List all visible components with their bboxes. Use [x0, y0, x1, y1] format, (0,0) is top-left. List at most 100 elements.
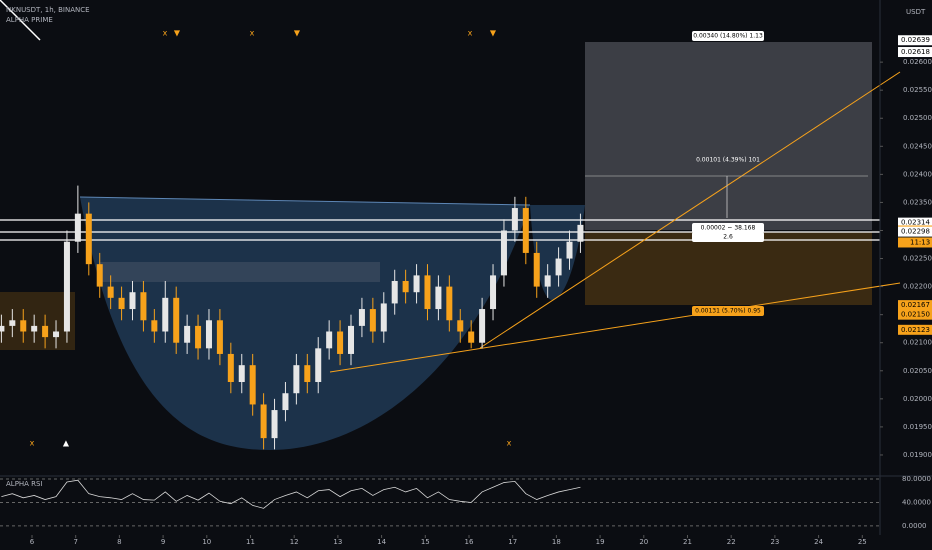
- candle-body: [490, 275, 497, 310]
- candle-body: [249, 365, 256, 405]
- candle-body: [369, 309, 376, 332]
- candle-body: [358, 309, 365, 326]
- price-tag: [898, 309, 932, 320]
- trend-line: [479, 71, 901, 349]
- price-tag-label: 0.02167: [901, 301, 930, 309]
- candle-body: [380, 303, 387, 332]
- price-tag: [898, 35, 932, 46]
- candle-body: [479, 309, 486, 343]
- candle-body: [293, 365, 300, 394]
- annotation-box: [692, 223, 764, 233]
- stop-zone: [585, 232, 872, 305]
- countdown-box: [898, 237, 932, 248]
- candle-body: [118, 297, 125, 310]
- y-tick-label: 0.02250: [903, 255, 932, 263]
- x-tick-label: 14: [377, 538, 386, 546]
- x-tick-label: 22: [727, 538, 736, 546]
- y-tick-label: 0.01950: [903, 423, 932, 431]
- candle-body: [500, 230, 507, 276]
- candle-body: [271, 410, 278, 439]
- candle-body: [0, 325, 5, 332]
- candle-body: [74, 213, 81, 242]
- countdown: 11:13: [910, 238, 930, 246]
- candle-body: [96, 264, 103, 287]
- candle-body: [173, 297, 180, 343]
- candle-body: [413, 275, 420, 293]
- x-tick-label: 6: [30, 538, 35, 546]
- annotation: 0.00131 (5.70%) 0.95: [695, 308, 761, 315]
- candle-body: [446, 286, 453, 321]
- price-tag: [898, 226, 932, 237]
- candle-body: [162, 297, 169, 332]
- price-tag-label: 0.02314: [901, 219, 930, 227]
- annotation: 0.00002 ~ 38.168: [701, 225, 756, 232]
- rsi-tick-label: 0.0000: [902, 522, 927, 530]
- signal-marker: x: [163, 29, 168, 38]
- signal-marker: x: [468, 29, 473, 38]
- cup-rim: [79, 196, 531, 206]
- target-zone: [585, 42, 872, 230]
- x-tick-label: 16: [465, 538, 474, 546]
- y-tick-label: 0.02350: [903, 198, 932, 206]
- price-tag: [898, 217, 932, 228]
- x-tick-label: 17: [508, 538, 517, 546]
- candle-body: [184, 325, 191, 343]
- annotation: 2.6: [723, 234, 733, 241]
- candle-body: [140, 292, 147, 321]
- cup-pattern: [80, 197, 530, 450]
- signal-marker: ▼: [294, 29, 301, 38]
- y-tick-label: 0.02450: [903, 142, 932, 150]
- rsi-tick-label: 80.0000: [902, 475, 931, 483]
- candle-body: [566, 241, 573, 259]
- signal-marker: ▲: [63, 439, 70, 448]
- price-tag-label: 0.02123: [901, 326, 930, 334]
- y-tick-label: 0.01900: [903, 451, 932, 459]
- x-tick-label: 18: [552, 538, 561, 546]
- candle-body: [9, 320, 16, 326]
- price-tag-label: 0.02639: [901, 36, 930, 44]
- x-tick-label: 24: [814, 538, 823, 546]
- chart-title: NKNUSDT, 1h, BINANCE: [6, 6, 90, 14]
- annotation-box: [692, 31, 764, 41]
- candle-body: [53, 331, 60, 338]
- y-tick-label: 0.02550: [903, 86, 932, 94]
- x-tick-label: 21: [683, 538, 692, 546]
- x-tick-label: 11: [246, 538, 255, 546]
- annotation: 0.00101 (4.39%) 101: [696, 157, 760, 164]
- y-tick-label: 0.02400: [903, 170, 932, 178]
- candle-body: [31, 325, 38, 332]
- candle-body: [151, 320, 158, 332]
- price-tag-label: 0.02298: [901, 228, 930, 236]
- price-tag-label: 0.02618: [901, 48, 930, 56]
- chart-subtitle: ALPHA PRIME: [6, 16, 53, 24]
- trend-line: [329, 282, 901, 373]
- candle-body: [195, 325, 202, 349]
- corner-line: [0, 0, 41, 41]
- candle-body: [129, 292, 136, 310]
- signal-marker: ▼: [490, 29, 497, 38]
- candle-body: [511, 208, 518, 231]
- candle-body: [227, 353, 234, 383]
- candle-body: [424, 275, 431, 310]
- candle-body: [216, 320, 223, 354]
- candle-body: [522, 208, 529, 253]
- candle-body: [260, 404, 267, 439]
- x-tick-label: 8: [117, 538, 121, 546]
- candle-body: [42, 325, 49, 338]
- candle-body: [435, 286, 442, 310]
- rsi-title: ALPHA RSI: [6, 480, 43, 488]
- candle-body: [468, 331, 475, 343]
- currency-label: USDT: [906, 8, 926, 16]
- candle-body: [337, 331, 344, 354]
- price-tag-label: 0.02150: [901, 311, 930, 319]
- candle-body: [20, 320, 27, 332]
- x-tick-label: 12: [290, 538, 299, 546]
- y-tick-label: 0.02600: [903, 58, 932, 66]
- candle-body: [391, 280, 398, 304]
- candle-body: [533, 252, 540, 287]
- annotation: 0.00340 (14.80%) 1.13: [693, 33, 763, 40]
- x-tick-label: 15: [421, 538, 430, 546]
- candle-body: [544, 275, 551, 287]
